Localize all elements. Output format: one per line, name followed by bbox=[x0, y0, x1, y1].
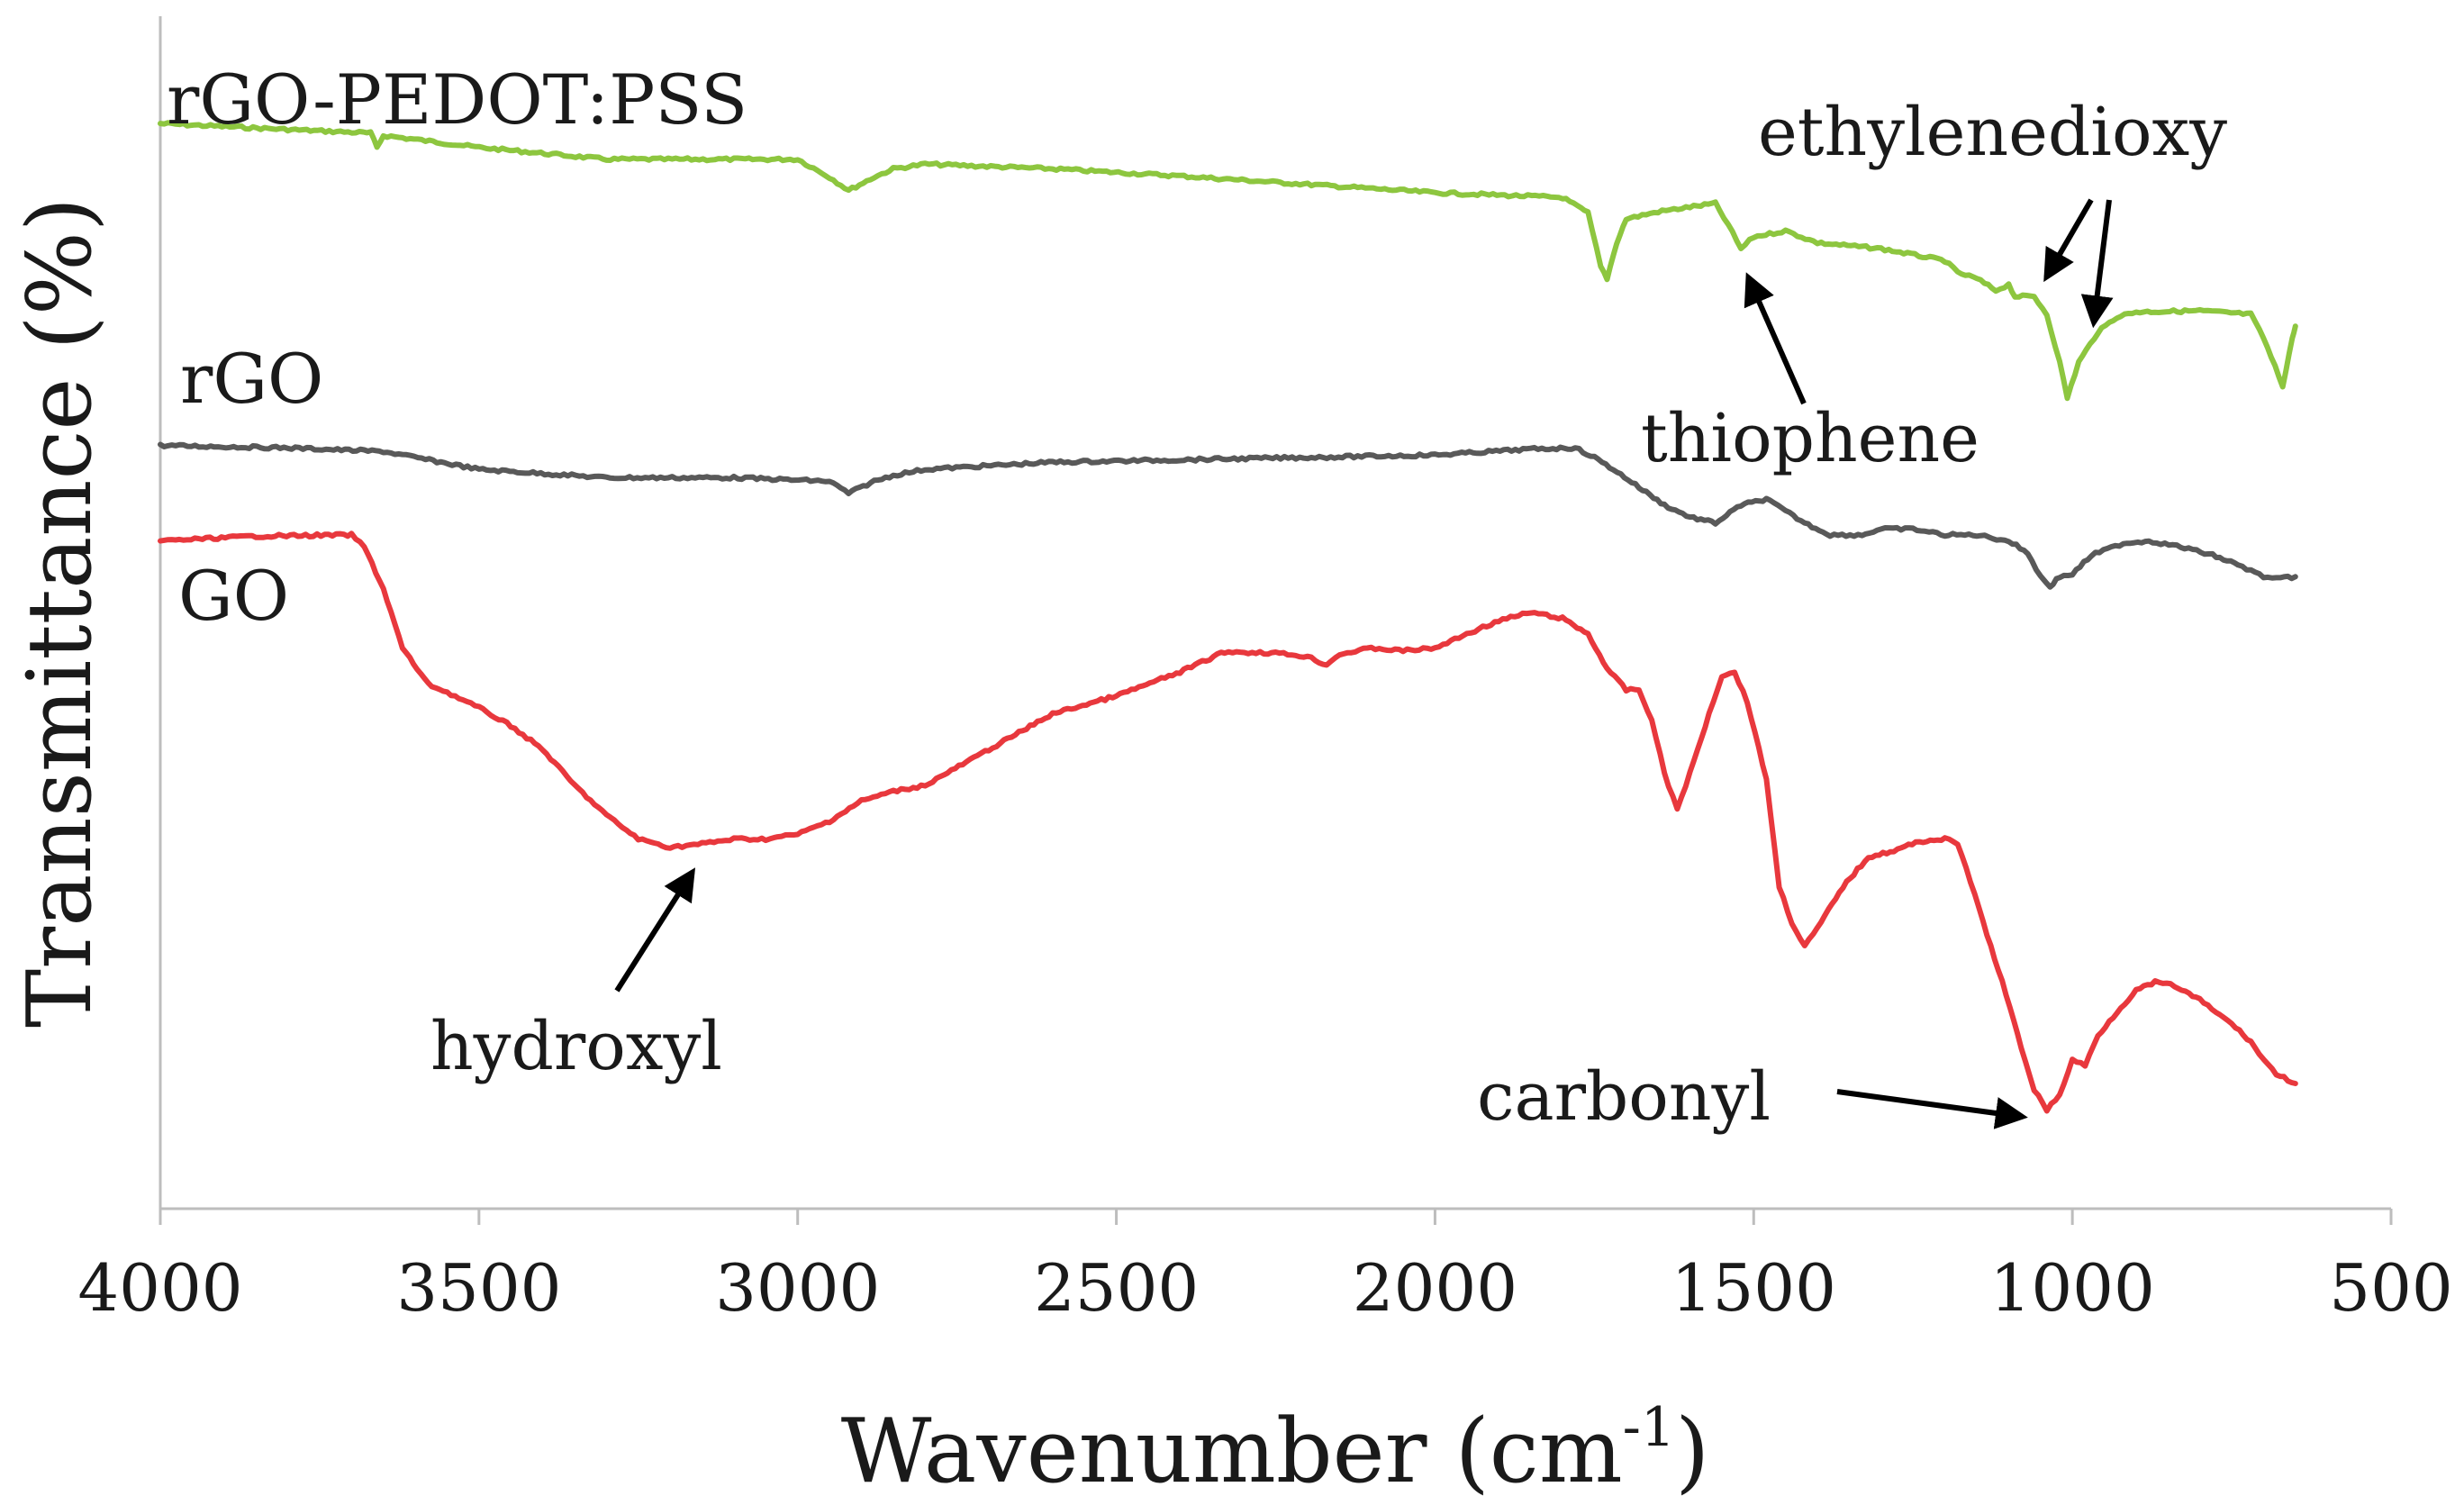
annotation-ethylenedioxy-arrow-2 bbox=[2080, 199, 2114, 329]
x-axis-title-superscript: -1 bbox=[1623, 1396, 1675, 1459]
x-tick-label-1000: 1000 bbox=[1990, 1250, 2155, 1326]
x-tick-label-4000: 4000 bbox=[77, 1250, 242, 1326]
x-tick-label-2500: 2500 bbox=[1034, 1250, 1199, 1326]
series-label-rgo-pedot-pss: rGO-PEDOT:PSS bbox=[167, 59, 747, 140]
series-line-go bbox=[158, 530, 2298, 1114]
annotations: ethylenedioxy thiophene hydroxyl carbony… bbox=[430, 94, 2227, 1136]
series-layer bbox=[158, 120, 2298, 1114]
x-tick-label-2000: 2000 bbox=[1353, 1250, 1517, 1326]
annotation-thiophene-label: thiophene bbox=[1641, 400, 1979, 477]
series-label-go: GO bbox=[178, 556, 289, 636]
x-tick-label-1500: 1500 bbox=[1671, 1250, 1836, 1326]
annotation-carbonyl-arrow bbox=[1836, 1089, 2028, 1129]
series-label-rgo: rGO bbox=[180, 339, 323, 419]
x-tick-labels: 4000 3500 3000 2500 2000 1500 1000 500 bbox=[77, 1250, 2452, 1326]
annotation-ethylenedioxy-label: ethylenedioxy bbox=[1758, 94, 2227, 171]
annotation-hydroxyl-arrow bbox=[614, 867, 696, 993]
annotation-hydroxyl-label: hydroxyl bbox=[430, 1008, 722, 1085]
x-ticks bbox=[159, 1209, 2393, 1225]
annotation-ethylenedioxy-arrow-1 bbox=[2043, 198, 2094, 283]
x-tick-label-3500: 3500 bbox=[396, 1250, 561, 1326]
axes bbox=[159, 16, 2391, 1210]
annotation-thiophene-arrow bbox=[1744, 272, 1807, 405]
x-axis-title-close: ) bbox=[1675, 1401, 1709, 1503]
x-axis-title: Wavenumber (cm-1) bbox=[841, 1396, 1710, 1503]
y-axis-title: Transmittance (%) bbox=[9, 197, 112, 1028]
series-line-rgo bbox=[158, 441, 2298, 590]
x-axis-title-main: Wavenumber (cm bbox=[841, 1401, 1623, 1503]
x-tick-label-500: 500 bbox=[2329, 1250, 2452, 1326]
annotation-carbonyl-label: carbonyl bbox=[1477, 1058, 1771, 1136]
series-line-rgo-pedot-pss bbox=[158, 120, 2298, 402]
x-tick-label-3000: 3000 bbox=[715, 1250, 880, 1326]
